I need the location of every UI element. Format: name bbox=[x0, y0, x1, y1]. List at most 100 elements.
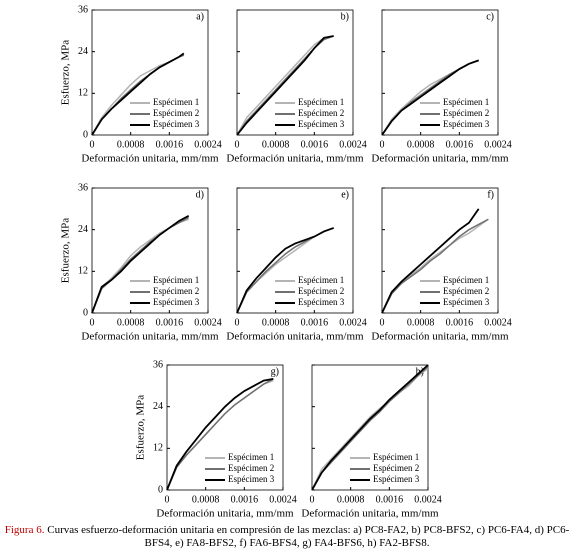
x-axis-label: Deformación unitaria, mm/mm bbox=[81, 153, 219, 165]
legend-label: Espécimen 2 bbox=[228, 463, 274, 473]
x-axis-label: Deformación unitaria, mm/mm bbox=[371, 331, 509, 343]
x-axis-label: Deformación unitaria, mm/mm bbox=[301, 508, 439, 520]
x-tick-label: 0.0008 bbox=[117, 317, 145, 328]
legend-label: Espécimen 3 bbox=[373, 474, 420, 484]
legend-label: Espécimen 3 bbox=[153, 119, 200, 129]
legend-label: Espécimen 3 bbox=[298, 119, 345, 129]
x-tick-label: 0.0016 bbox=[301, 317, 329, 328]
x-tick-label: 0.0016 bbox=[446, 139, 474, 150]
plot-frame bbox=[381, 187, 499, 314]
y-tick-label: 24 bbox=[153, 401, 163, 412]
legend-label: Espécimen 3 bbox=[153, 297, 200, 307]
data-line bbox=[381, 208, 480, 314]
data-line bbox=[236, 227, 334, 314]
x-tick-label: 0 bbox=[235, 139, 240, 150]
x-axis-label: Deformación unitaria, mm/mm bbox=[81, 331, 219, 343]
x-tick-label: 0.0008 bbox=[407, 317, 435, 328]
x-tick-label: 0.0016 bbox=[446, 317, 474, 328]
x-tick-label: 0.0024 bbox=[194, 139, 222, 150]
panel-label: d) bbox=[196, 189, 204, 200]
x-tick-label: 0.0016 bbox=[156, 139, 184, 150]
data-line bbox=[166, 378, 274, 491]
x-tick-label: 0.0024 bbox=[339, 317, 367, 328]
panel-label: e) bbox=[341, 189, 349, 200]
legend-label: Espécimen 2 bbox=[153, 286, 199, 296]
data-line bbox=[166, 378, 274, 491]
y-axis-label: Esfuerzo, MPa bbox=[60, 40, 72, 105]
y-tick-label: 0 bbox=[83, 307, 88, 318]
y-axis-label: Esfuerzo, MPa bbox=[135, 395, 147, 460]
plot-frame bbox=[236, 9, 354, 136]
x-tick-label: 0.0024 bbox=[269, 494, 297, 505]
legend-label: Espécimen 3 bbox=[228, 474, 275, 484]
plot-frame bbox=[381, 9, 499, 136]
x-axis-label: Deformación unitaria, mm/mm bbox=[226, 331, 364, 343]
legend-label: Espécimen 2 bbox=[153, 108, 199, 118]
panel-label: a) bbox=[196, 11, 204, 22]
legend-label: Espécimen 1 bbox=[443, 275, 489, 285]
legend-label: Espécimen 1 bbox=[443, 97, 489, 107]
y-tick-label: 36 bbox=[78, 182, 88, 193]
x-tick-label: 0 bbox=[310, 494, 315, 505]
legend-label: Espécimen 1 bbox=[228, 452, 274, 462]
x-tick-label: 0.0016 bbox=[156, 317, 184, 328]
panel-label: b) bbox=[341, 11, 349, 22]
plot-frame bbox=[91, 187, 209, 314]
data-line bbox=[311, 367, 429, 491]
x-tick-label: 0.0024 bbox=[339, 139, 367, 150]
caption-text: Curvas esfuerzo-deformación unitaria en … bbox=[47, 524, 570, 549]
data-line bbox=[236, 35, 334, 136]
data-line bbox=[311, 366, 429, 491]
panel-label: g) bbox=[271, 366, 279, 377]
plot-frame bbox=[311, 364, 429, 491]
y-tick-label: 0 bbox=[83, 129, 88, 140]
x-tick-label: 0.0016 bbox=[376, 494, 404, 505]
y-tick-label: 12 bbox=[78, 88, 88, 99]
legend-label: Espécimen 1 bbox=[153, 275, 199, 285]
x-tick-label: 0.0016 bbox=[301, 139, 329, 150]
x-tick-label: 0 bbox=[380, 139, 385, 150]
plot-frame bbox=[236, 187, 354, 314]
x-tick-label: 0 bbox=[90, 317, 95, 328]
caption: Figura 6. Curvas esfuerzo-deformación un… bbox=[0, 524, 574, 550]
legend-label: Espécimen 2 bbox=[298, 286, 344, 296]
x-axis-label: Deformación unitaria, mm/mm bbox=[156, 508, 294, 520]
legend-label: Espécimen 2 bbox=[443, 286, 489, 296]
x-tick-label: 0.0008 bbox=[117, 139, 145, 150]
x-tick-label: 0.0008 bbox=[407, 139, 435, 150]
legend-label: Espécimen 1 bbox=[298, 275, 344, 285]
data-line bbox=[91, 214, 190, 314]
x-tick-label: 0.0008 bbox=[262, 317, 290, 328]
x-tick-label: 0.0024 bbox=[414, 494, 442, 505]
legend-label: Espécimen 2 bbox=[373, 463, 419, 473]
data-line bbox=[381, 218, 489, 314]
legend-label: Espécimen 1 bbox=[153, 97, 199, 107]
x-axis-label: Deformación unitaria, mm/mm bbox=[371, 153, 509, 165]
x-tick-label: 0.0008 bbox=[262, 139, 290, 150]
y-tick-label: 36 bbox=[153, 359, 163, 370]
y-tick-label: 36 bbox=[78, 4, 88, 15]
y-axis-label: Esfuerzo, MPa bbox=[60, 218, 72, 283]
legend-label: Espécimen 1 bbox=[373, 452, 419, 462]
x-tick-label: 0.0016 bbox=[231, 494, 259, 505]
legend-label: Espécimen 2 bbox=[298, 108, 344, 118]
x-tick-label: 0 bbox=[235, 317, 240, 328]
x-tick-label: 0.0024 bbox=[484, 139, 512, 150]
legend-label: Espécimen 1 bbox=[298, 97, 344, 107]
data-line bbox=[236, 35, 334, 136]
y-tick-label: 12 bbox=[78, 266, 88, 277]
panel-label: f) bbox=[487, 189, 494, 200]
x-tick-label: 0.0008 bbox=[337, 494, 365, 505]
plot-frame bbox=[91, 9, 209, 136]
y-tick-label: 0 bbox=[158, 484, 163, 495]
charts: 0 12 24 36 0 0.0008 0.0016 0.0024 Deformación un… bbox=[60, 4, 512, 520]
y-tick-label: 24 bbox=[78, 224, 88, 235]
plot-frame bbox=[166, 364, 284, 491]
y-tick-label: 24 bbox=[78, 46, 88, 57]
data-line bbox=[311, 364, 429, 491]
data-line bbox=[91, 52, 185, 136]
x-tick-label: 0.0008 bbox=[192, 494, 220, 505]
data-line bbox=[381, 59, 479, 136]
x-tick-label: 0 bbox=[90, 139, 95, 150]
